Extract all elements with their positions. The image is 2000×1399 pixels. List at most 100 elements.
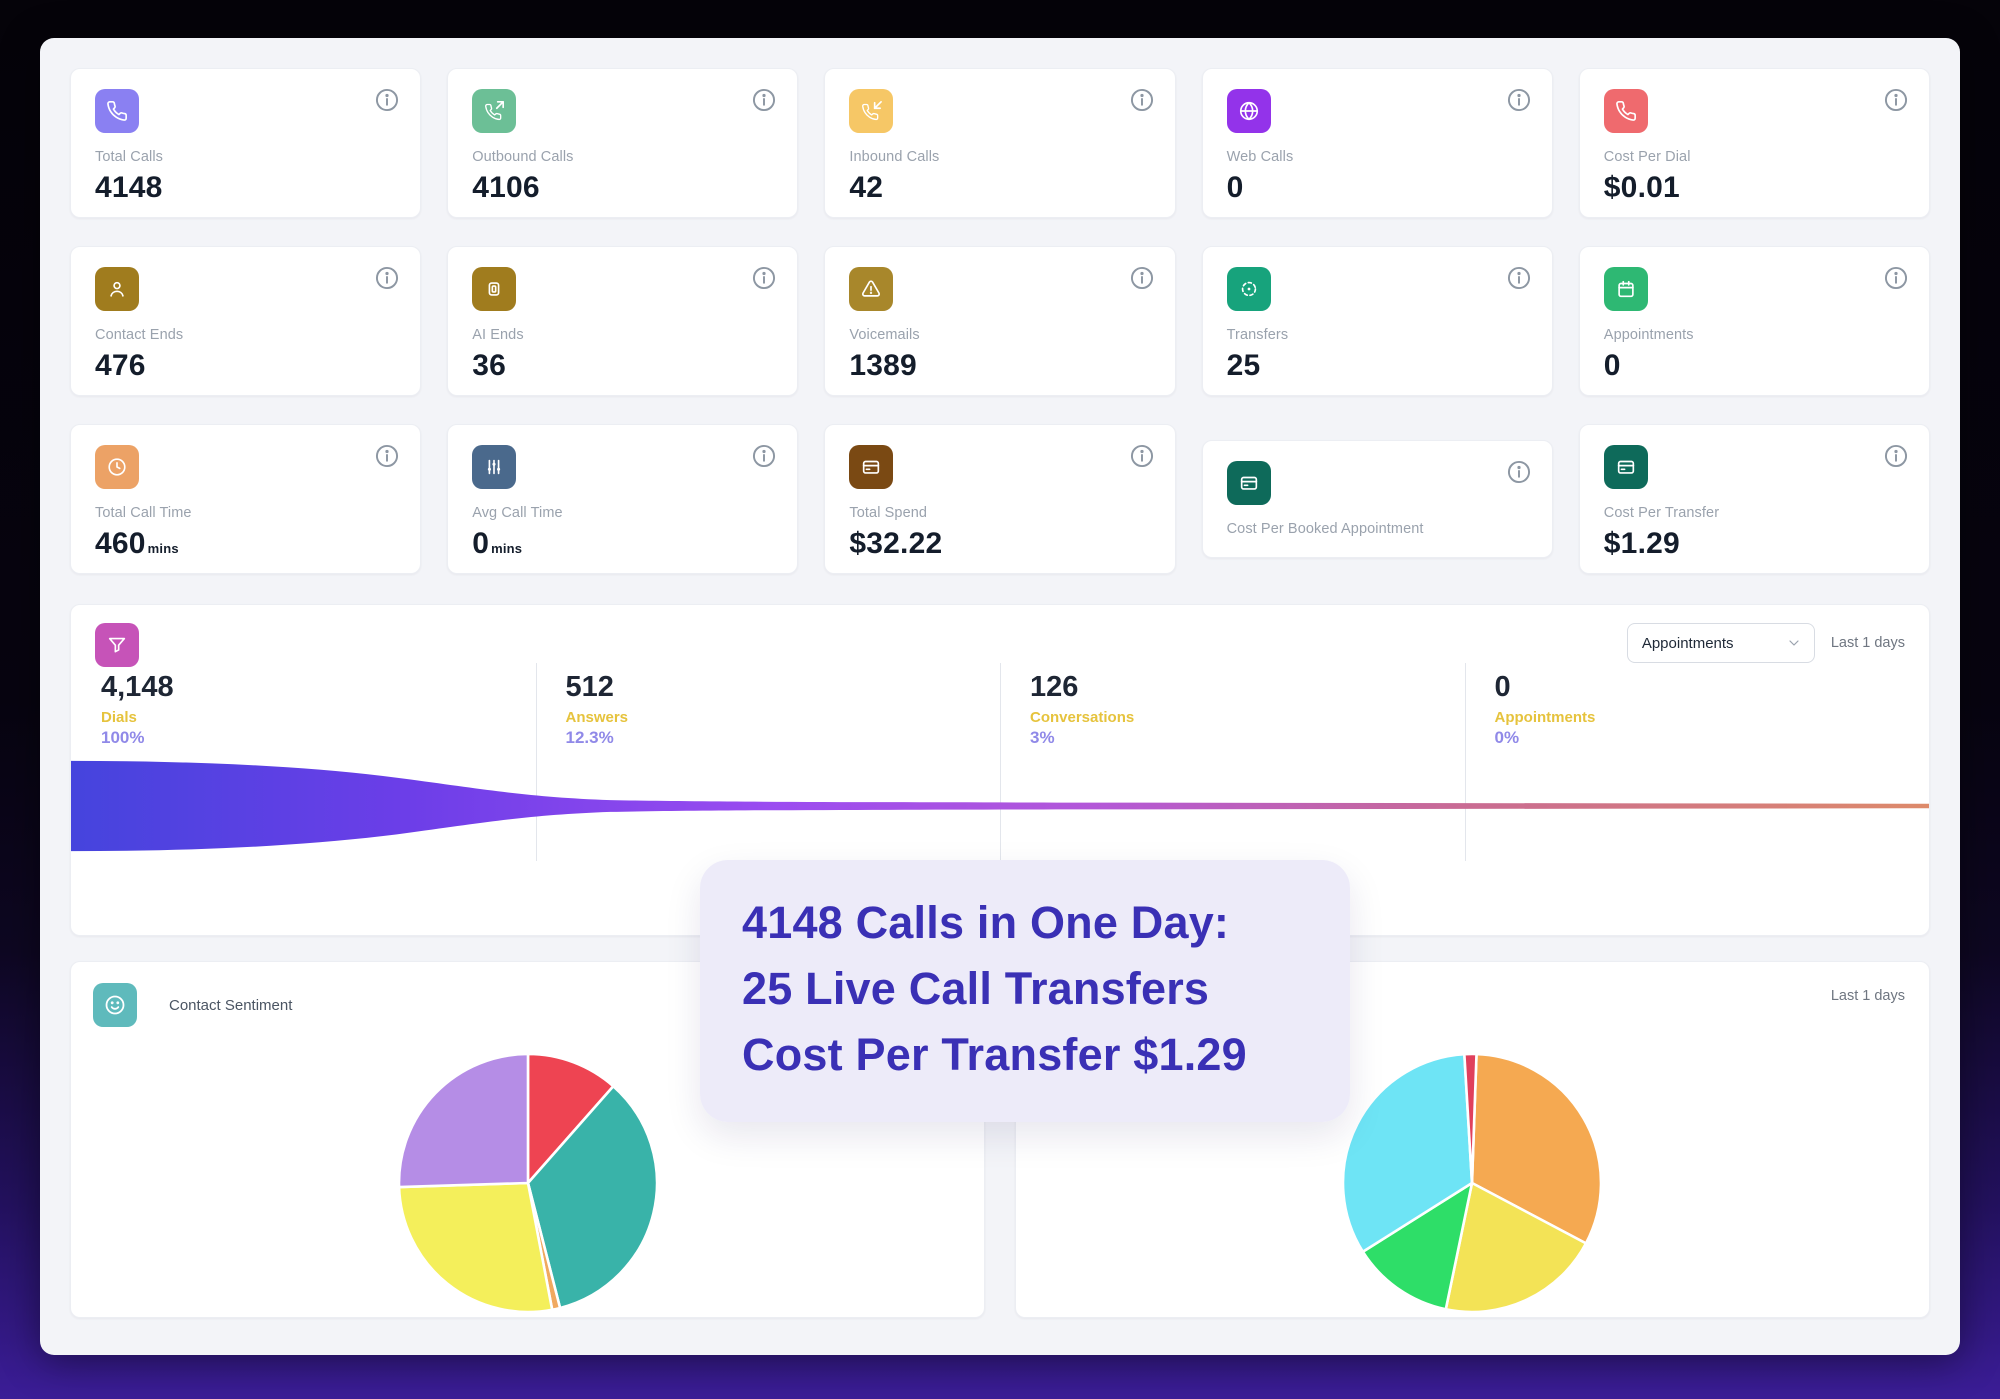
clock-icon (95, 445, 139, 489)
stat-card: AI Ends 36 (447, 246, 799, 396)
info-icon[interactable] (374, 265, 400, 291)
stat-card-value: $32.22 (849, 527, 943, 560)
stat-card-value: 25 (1226, 349, 1261, 382)
stat-card: Web Calls 0 (1201, 68, 1553, 218)
stat-card: Transfers 25 (1201, 246, 1553, 396)
phone-incoming-icon (849, 89, 894, 133)
stat-card-label: AI Ends (472, 327, 524, 343)
funnel-icon (106, 634, 128, 656)
info-icon[interactable] (1883, 265, 1909, 291)
stat-card-value: 36 (472, 349, 506, 382)
stage-percent: 12.3% (565, 728, 614, 747)
person-icon (95, 267, 139, 311)
pie-slice-orange[interactable] (1470, 1052, 1603, 1245)
stat-card: Contact Ends 476 (70, 246, 422, 396)
stat-card-value: $0.01 (1603, 171, 1680, 204)
credit-card-icon (1603, 445, 1648, 489)
stat-card-label: Avg Call Time (472, 505, 563, 521)
phone-outgoing-icon (472, 89, 517, 133)
panel-title: Contact Sentiment (169, 996, 293, 1014)
smiley-glyph-icon (103, 993, 127, 1017)
stat-card-label: Cost Per Dial (1603, 149, 1691, 165)
stage-percent: 100% (101, 728, 145, 747)
sliders-icon (472, 445, 517, 489)
stat-card: Outbound Calls 4106 (447, 68, 799, 218)
pie-slice-teal[interactable] (526, 1084, 659, 1310)
stage-separator (535, 663, 537, 861)
stat-card-value: 476 (95, 349, 146, 382)
info-icon[interactable] (374, 87, 400, 113)
panel-range-label: Last 1 days (1830, 988, 1905, 1004)
right-pie[interactable] (1340, 1051, 1604, 1315)
stage-value: 512 (565, 671, 614, 703)
info-icon[interactable] (751, 87, 777, 113)
contact-sentiment-pie[interactable] (396, 1051, 660, 1315)
stat-card-value: $1.29 (1603, 527, 1680, 560)
pie-slice-red-sliver[interactable] (1463, 1052, 1478, 1185)
stat-card-label: Total Calls (95, 149, 163, 165)
credit-card-icon (849, 445, 894, 489)
stage-percent: 0% (1494, 728, 1520, 747)
info-icon[interactable] (1506, 459, 1532, 485)
stat-card: Total Calls 4148 (70, 68, 422, 218)
dashboard: Total Calls 4148 Outbound Calls 4106 Inb… (40, 38, 1960, 1355)
pie-slice-purple[interactable] (397, 1052, 530, 1189)
stage-percent: 3% (1030, 728, 1055, 747)
info-icon[interactable] (1129, 443, 1155, 469)
stat-card-value: 42 (849, 171, 884, 204)
filter-icon[interactable] (95, 623, 139, 667)
info-icon[interactable] (1883, 443, 1909, 469)
stat-card-label: Outbound Calls (472, 149, 574, 165)
info-icon[interactable] (751, 265, 777, 291)
funnel-metric-dropdown-value: Appointments (1641, 634, 1734, 652)
callout-line: Cost Per Transfer $1.29 (742, 1029, 1247, 1081)
info-icon[interactable] (1506, 87, 1532, 113)
stage-label: Appointments (1494, 709, 1596, 726)
pie-slice-cyan[interactable] (1341, 1052, 1474, 1254)
calendar-icon (1603, 267, 1648, 311)
info-icon[interactable] (374, 443, 400, 469)
callout-line: 25 Live Call Transfers (742, 963, 1210, 1015)
funnel-stages: 4,148 Dials 100% 512 Answers 12.3% 126 C… (71, 671, 1929, 748)
info-icon[interactable] (1129, 265, 1155, 291)
stat-card-value: 4148 (95, 171, 163, 204)
stat-card-value: 1389 (849, 349, 917, 382)
funnel-range-label: Last 1 days (1830, 635, 1905, 651)
stat-card: Cost Per Booked Appointment (1201, 440, 1553, 558)
funnel-metric-dropdown[interactable]: Appointments (1626, 623, 1815, 663)
funnel-stage: 4,148 Dials 100% (71, 671, 536, 748)
stat-card-value: 0 mins (472, 527, 523, 560)
stat-card-label: Web Calls (1226, 149, 1294, 165)
stage-label: Dials (101, 709, 137, 726)
stage-label: Conversations (1030, 709, 1135, 726)
phone-icon (95, 89, 139, 133)
pie-slice-yellow[interactable] (397, 1181, 554, 1314)
pie-slice-green[interactable] (1361, 1181, 1474, 1311)
phone-icon (1603, 89, 1648, 133)
stat-card-label: Total Call Time (95, 505, 192, 521)
stat-card-label: Transfers (1226, 327, 1289, 343)
stats-grid: Total Calls 4148 Outbound Calls 4106 Inb… (70, 68, 1930, 574)
stat-card: Inbound Calls 42 (824, 68, 1176, 218)
stat-card-label: Inbound Calls (849, 149, 940, 165)
callout-line: 4148 Calls in One Day: (742, 897, 1230, 948)
funnel-stage: 0 Appointments 0% (1465, 671, 1930, 748)
info-icon[interactable] (1883, 87, 1909, 113)
pie-slice-yellow[interactable] (1444, 1181, 1588, 1314)
info-icon[interactable] (751, 443, 777, 469)
info-icon[interactable] (1506, 265, 1532, 291)
stat-card-value: 4106 (472, 171, 540, 204)
stage-value: 126 (1030, 671, 1079, 703)
transfer-icon (1226, 267, 1271, 311)
stat-card: Cost Per Dial $0.01 (1578, 68, 1930, 218)
stat-card: Appointments 0 (1578, 246, 1930, 396)
callout-box: 4148 Calls in One Day: 25 Live Call Trans… (700, 860, 1350, 1123)
stat-card: Total Spend $32.22 (824, 424, 1176, 574)
funnel-chart (71, 760, 1929, 852)
funnel-stage: 126 Conversations 3% (1000, 671, 1465, 748)
stage-separator (1464, 663, 1466, 861)
stat-card-label: Appointments (1603, 327, 1694, 343)
info-icon[interactable] (1129, 87, 1155, 113)
stat-card-label: Cost Per Transfer (1603, 505, 1720, 521)
pie-slice-red[interactable] (526, 1052, 615, 1185)
